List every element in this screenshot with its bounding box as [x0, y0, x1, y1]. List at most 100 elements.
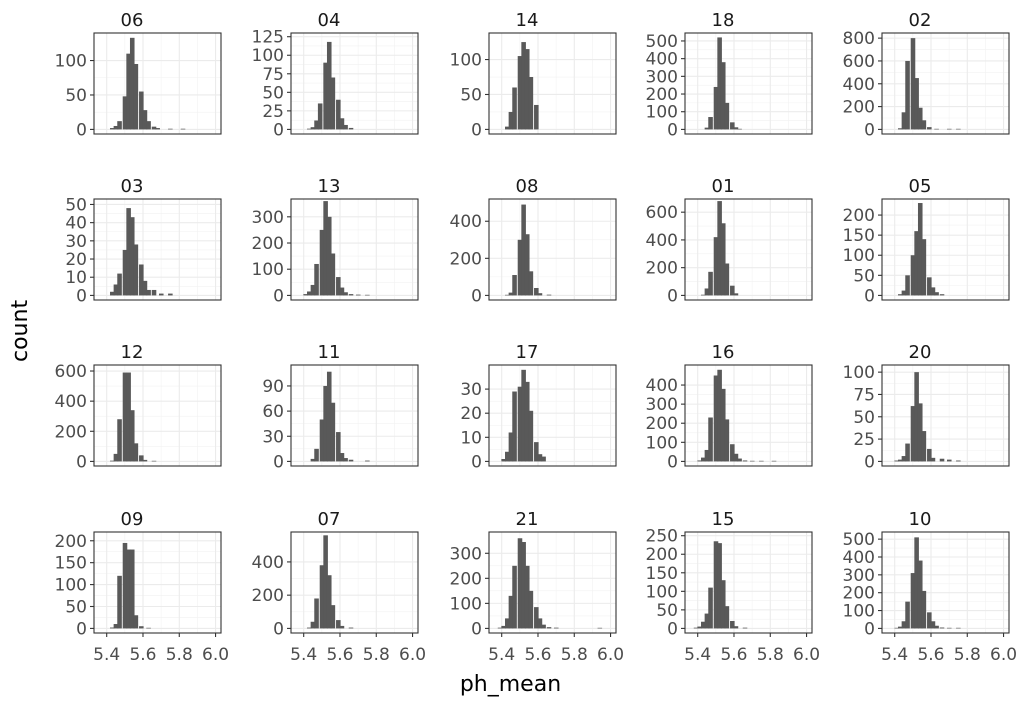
histogram-bar	[901, 112, 907, 130]
histogram-bar	[724, 606, 730, 629]
histogram-bar	[168, 128, 173, 130]
y-tick-label: 50	[65, 195, 87, 215]
histogram-bar	[117, 273, 122, 296]
histogram-bar	[310, 127, 316, 130]
y-tick-label: 100	[252, 46, 284, 66]
y-tick-label: 200	[646, 85, 678, 105]
facet-label: 18	[712, 10, 735, 31]
x-tick-label: 6.0	[793, 645, 820, 665]
y-tick-label: 60	[262, 402, 284, 422]
histogram-bar	[898, 294, 903, 296]
histogram-bar	[914, 78, 919, 130]
histogram-bar	[122, 96, 128, 130]
histogram-bar	[129, 37, 135, 130]
panel-border	[290, 198, 419, 301]
facet-label: 03	[121, 176, 144, 197]
histogram-bar	[142, 110, 148, 130]
histogram-bar	[517, 239, 523, 296]
y-tick-label: 150	[55, 554, 87, 574]
histogram-bar	[697, 626, 702, 629]
histogram-bar	[693, 627, 699, 629]
histogram-bar	[733, 293, 739, 296]
histogram-bar	[901, 456, 907, 462]
histogram-bar	[521, 542, 526, 629]
y-tick-label: 200	[843, 206, 875, 226]
facet-label: 13	[318, 176, 341, 197]
y-axis-label: count	[8, 299, 33, 362]
histogram-bar	[319, 419, 325, 462]
x-tick-label: 6.0	[990, 645, 1017, 665]
histogram-bar	[742, 627, 748, 629]
histogram-bar	[724, 102, 730, 130]
histogram-bar	[139, 264, 144, 296]
histogram-bar	[910, 255, 916, 296]
facet-label: 08	[516, 176, 539, 197]
histogram-bar	[133, 615, 139, 629]
histogram-bar	[917, 403, 923, 462]
panel-background	[291, 532, 418, 633]
x-tick-label: 5.4	[881, 645, 908, 665]
panel-background	[685, 199, 812, 300]
y-tick-label: 250	[646, 527, 678, 547]
histogram-bar	[927, 127, 932, 130]
panel-background	[94, 199, 221, 300]
histogram-bar	[905, 60, 910, 130]
histogram-bar	[528, 410, 534, 462]
histogram-bar	[524, 565, 530, 629]
histogram-bar	[326, 371, 332, 462]
panel-border	[93, 364, 222, 467]
panel-background	[882, 199, 1009, 300]
y-tick-label: 200	[646, 414, 678, 434]
histogram-bar	[339, 118, 345, 130]
histogram-bar	[905, 443, 910, 462]
histogram-bar	[528, 77, 534, 130]
y-tick-label: 200	[252, 586, 284, 606]
histogram-bar	[330, 605, 336, 629]
y-tick-label: 100	[252, 260, 284, 280]
panel-border	[290, 364, 419, 467]
facet-panel-17: 0 10 20 30 17	[460, 342, 617, 472]
histogram-bar	[512, 391, 517, 462]
histogram-bar	[326, 41, 332, 130]
histogram-bar	[133, 443, 139, 462]
y-tick-label: 0	[76, 120, 87, 140]
histogram-bar	[508, 292, 514, 296]
y-tick-label: 50	[460, 85, 482, 105]
histogram-bar	[946, 459, 952, 462]
panel-background	[291, 33, 418, 134]
histogram-bar	[314, 120, 319, 130]
histogram-bar	[720, 62, 726, 130]
histogram-bar	[139, 91, 144, 130]
panel-border	[881, 364, 1010, 467]
histogram-bar	[546, 294, 552, 296]
histogram-bar	[927, 612, 932, 629]
histogram-bar	[323, 201, 328, 296]
histogram-bar	[713, 86, 719, 130]
y-tick-label: 50	[853, 266, 875, 286]
facet-label: 06	[121, 10, 144, 31]
histogram-bar	[339, 453, 345, 462]
y-tick-label: 400	[646, 50, 678, 70]
histogram-bar	[330, 77, 336, 130]
histogram-bar	[914, 372, 919, 462]
x-tick-label: 5.8	[954, 645, 981, 665]
histogram-bar	[749, 460, 755, 462]
histogram-bar	[365, 460, 370, 462]
histogram-bar	[110, 128, 115, 130]
panel-border	[684, 531, 813, 634]
histogram-bar	[126, 208, 131, 296]
y-tick-label: 40	[65, 214, 87, 234]
histogram-bar	[365, 294, 370, 296]
y-tick-label: 0	[471, 120, 482, 140]
histogram-bar	[717, 201, 722, 296]
panel-border	[488, 32, 617, 135]
histogram-bar	[917, 203, 923, 296]
y-tick-label: 50	[262, 83, 284, 103]
y-tick-label: 300	[252, 208, 284, 228]
histogram-bar	[934, 625, 939, 629]
histogram-bar	[910, 406, 916, 462]
histogram-bar	[310, 284, 316, 296]
histogram-bar	[139, 626, 144, 629]
histogram-bar	[348, 127, 354, 130]
